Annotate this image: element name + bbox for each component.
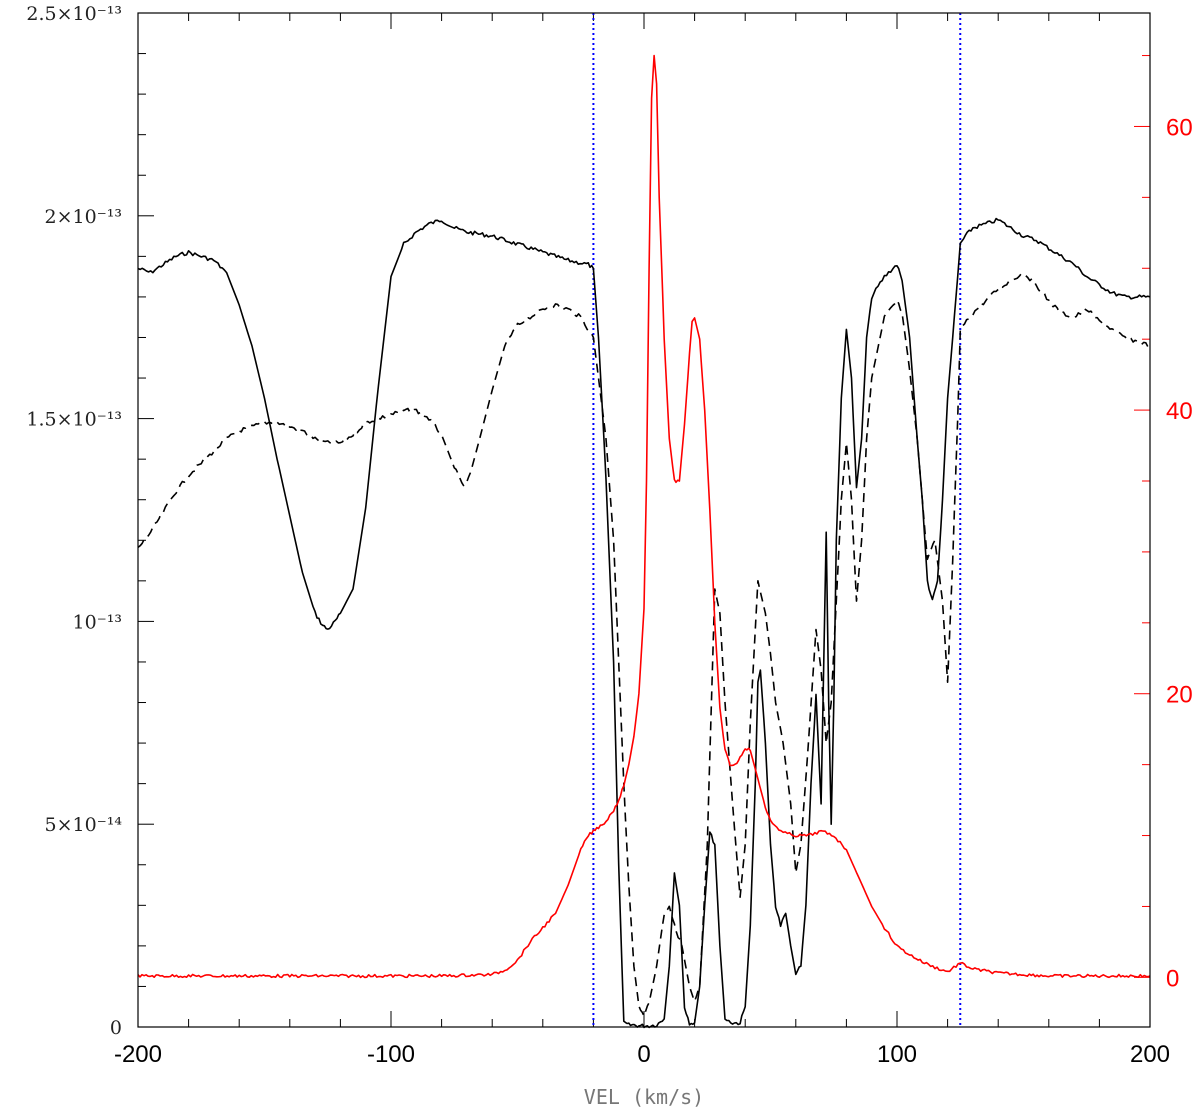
x-tick-label: -100 [367,1041,415,1068]
y-tick-label: 2×10⁻¹³ [45,206,122,228]
axis-labels: -200 -100 0 100 20005×10⁻¹⁴10⁻¹³1.5×10⁻¹³2×1… [26,3,1192,1068]
y2-tick-label: 20 [1166,682,1193,709]
y2-tick-label: 0 [1166,965,1179,992]
x-tick-label: 0 [637,1041,650,1068]
axis-ticks [137,12,1151,1028]
series-line-3-solid [137,54,1151,979]
reference-lines [592,13,962,1027]
y-tick-label: 0 [110,1017,122,1039]
x-tick-label: -200 [114,1041,162,1068]
y2-tick-label: 40 [1166,398,1193,425]
x-axis-title: VEL (km/s) [584,1085,704,1109]
y-tick-label: 10⁻¹³ [73,611,122,633]
y-tick-label: 2.5×10⁻¹³ [26,3,122,25]
y-tick-label: 5×10⁻¹⁴ [45,814,123,836]
plot-frame [137,12,1151,1028]
series-line-1-solid [137,217,1151,1029]
x-tick-label: 100 [877,1041,917,1068]
x-tick-label: 200 [1130,1041,1170,1068]
series-group [137,54,1151,1029]
y2-tick-label: 60 [1166,114,1193,141]
series-line-2-dashed [137,272,1151,1017]
y-tick-label: 1.5×10⁻¹³ [26,409,122,431]
